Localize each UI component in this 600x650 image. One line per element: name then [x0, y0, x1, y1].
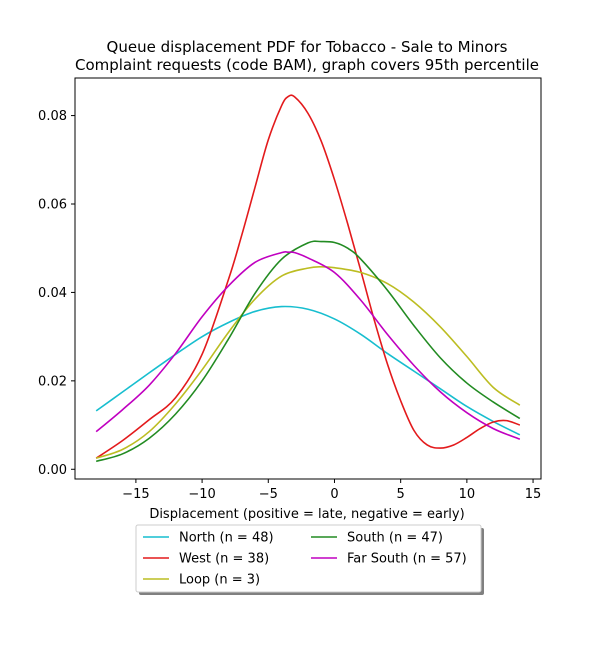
series-line-far-south — [95, 250, 521, 440]
x-tick-label: 5 — [397, 487, 405, 502]
x-tick-label: −5 — [259, 487, 278, 502]
y-tick-label: 0.08 — [38, 109, 67, 124]
plot-area — [74, 77, 542, 480]
x-axis-label: Displacement (positive = late, negative … — [149, 507, 464, 522]
legend: North (n = 48) West (n = 38) Loop (n = 3) S… — [135, 524, 484, 595]
legend-label-far-south: Far South (n = 57) — [347, 552, 467, 567]
x-axis-ticks: −15 −10 −5 0 5 10 15 — [122, 479, 541, 502]
legend-box — [135, 524, 482, 593]
legend-entries: North (n = 48) West (n = 38) Loop (n = 3) S… — [143, 531, 467, 588]
series-layer — [95, 94, 521, 463]
series-line-loop — [95, 265, 521, 459]
legend-label-north: North (n = 48) — [179, 531, 274, 546]
x-tick-label: −10 — [188, 487, 215, 502]
series-line-west — [95, 94, 521, 459]
chart-title-line-2: Complaint requests (code BAM), graph cov… — [75, 56, 539, 74]
x-tick-label: 0 — [330, 487, 338, 502]
legend-label-loop: Loop (n = 3) — [179, 573, 260, 588]
x-tick-label: 10 — [459, 487, 476, 502]
chart-title-line-1: Queue displacement PDF for Tobacco - Sal… — [107, 38, 508, 56]
legend-label-west: West (n = 38) — [179, 552, 269, 567]
axes-frame — [74, 77, 542, 480]
y-tick-label: 0.04 — [38, 286, 67, 301]
y-tick-label: 0.00 — [38, 463, 67, 478]
legend-label-south: South (n = 47) — [347, 531, 443, 546]
series-line-north — [95, 305, 521, 436]
x-tick-label: 15 — [525, 487, 542, 502]
y-tick-label: 0.02 — [38, 374, 67, 389]
y-axis-ticks: 0.00 0.02 0.04 0.06 0.08 — [38, 109, 75, 478]
series-line-south — [95, 240, 521, 463]
y-tick-label: 0.06 — [38, 198, 67, 213]
x-tick-label: −15 — [122, 487, 149, 502]
